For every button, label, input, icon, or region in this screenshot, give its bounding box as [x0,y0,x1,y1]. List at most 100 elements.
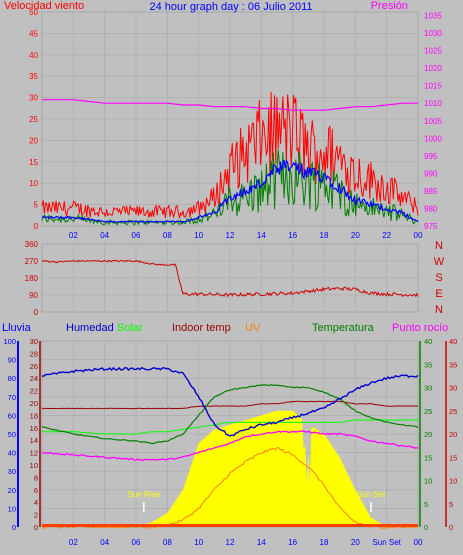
humidity-line [42,366,419,437]
direction-tick-label: 270 [25,257,39,266]
series-label: Humedad [66,322,114,334]
y-left-tick-label: 50 [29,8,38,17]
y-left-tick-label: 45 [29,29,38,38]
x-tick-label: 20 [351,231,360,240]
y-left-tick-label: 35 [29,72,38,81]
x-tick-label: 02 [69,231,78,240]
y-right-tick-label: 1010 [424,99,442,108]
y-right-tick-label: 1015 [424,82,442,91]
dew-tick-label: 25 [449,407,457,416]
x-tick-label: 12 [226,538,235,547]
indoor-tick-label: 30 [30,337,38,346]
dew-tick-label: 35 [449,360,457,369]
chart-text: 24 hour graph day : 06 Julio 2011 [149,1,312,13]
temp-tick-label: 10 [424,477,432,486]
x-tick-label: 14 [257,538,266,547]
x-tick-label: 06 [132,231,141,240]
temp-tick-label: 35 [424,360,432,369]
indoor-tick-label: 2 [34,511,38,520]
x-tick-label: 00 [414,538,423,547]
series-label: Punto rocío [392,322,448,334]
sun-set-label: Sun Set [357,490,386,499]
rain-tick-label: 80 [8,374,16,383]
dew-tick-label: 15 [449,453,457,462]
temp-tick-label: 5 [424,500,428,509]
dew-tick-label: 0 [449,523,453,532]
rain-tick-label: 50 [8,430,16,439]
rain-tick-label: 100 [3,337,16,346]
indoor-tick-label: 28 [30,349,38,358]
temperature-line [41,384,419,445]
rain-tick-label: 30 [8,467,16,476]
y-right-tick-label: 1020 [424,64,442,73]
y-right-tick-label: 995 [424,152,438,161]
indoor-tick-label: 18 [30,411,38,420]
compass-label: E [435,288,442,300]
uv-line [41,446,419,529]
pressure-axis-label: Presión [371,0,408,12]
y-right-tick-label: 1005 [424,117,442,126]
y-left-tick-label: 5 [34,201,39,210]
x-tick-label: 18 [320,538,329,547]
y-left-tick-label: 15 [29,158,38,167]
indoor-tick-label: 20 [30,399,38,408]
x-tick-label: 18 [320,231,329,240]
y-right-tick-label: 975 [424,222,438,231]
x-tick-label: 00 [414,231,423,240]
indoor-tick-label: 8 [34,473,38,482]
wind-direction-line [41,259,419,298]
series-label: Solar [117,322,143,334]
x-tick-label: 10 [194,538,203,547]
y-right-tick-label: 1030 [424,29,442,38]
rain-tick-label: 10 [8,504,16,513]
solar-radiation-area [42,410,418,527]
series-label: Temperatura [312,322,375,334]
direction-tick-label: 0 [34,308,39,317]
temperature-humidity-panel: 0102030405060708090100024681012141618202… [2,322,457,547]
indoor-tick-label: 0 [34,523,38,532]
x-tick-label: 12 [226,231,235,240]
indoor-temp-line [41,400,419,410]
temp-tick-label: 15 [424,453,432,462]
compass-label: N [435,304,443,316]
rain-tick-label: 40 [8,449,16,458]
x-tick-label: 08 [163,538,172,547]
indoor-tick-label: 10 [30,461,38,470]
indoor-tick-label: 22 [30,387,38,396]
y-right-tick-label: 1000 [424,134,442,143]
dew-point-line [41,430,419,461]
compass-label: W [434,256,445,268]
y-right-tick-label: 990 [424,169,438,178]
series-label: Indoor temp [172,322,231,334]
temp-tick-label: 40 [424,337,432,346]
dew-tick-label: 20 [449,430,457,439]
series-label: UV [245,322,261,334]
wind-average-line [41,158,419,224]
x-tick-label: 04 [100,538,109,547]
x-tick-label: 02 [69,538,78,547]
rain-tick-label: 20 [8,486,16,495]
rain-tick-label: 90 [8,356,16,365]
direction-tick-label: 180 [25,274,39,283]
wind-axis-label: Velocidad viento [4,0,84,12]
rain-tick-label: 0 [12,523,16,532]
temp-tick-label: 20 [424,430,432,439]
x-tick-label: 16 [288,538,297,547]
x-tick-label: 10 [194,231,203,240]
direction-tick-label: 90 [29,291,38,300]
y-right-tick-label: 980 [424,204,438,213]
temp-tick-label: 25 [424,407,432,416]
dew-tick-label: 30 [449,384,457,393]
indoor-tick-label: 24 [30,374,38,383]
indoor-tick-label: 16 [30,424,38,433]
wind-gust-line [41,91,419,220]
indoor-tick-label: 12 [30,449,38,458]
x-tick-label: 14 [257,231,266,240]
y-left-tick-label: 40 [29,51,38,60]
compass-label: S [435,272,442,284]
rain-tick-label: 70 [8,393,16,402]
x-tick-label: 04 [100,231,109,240]
